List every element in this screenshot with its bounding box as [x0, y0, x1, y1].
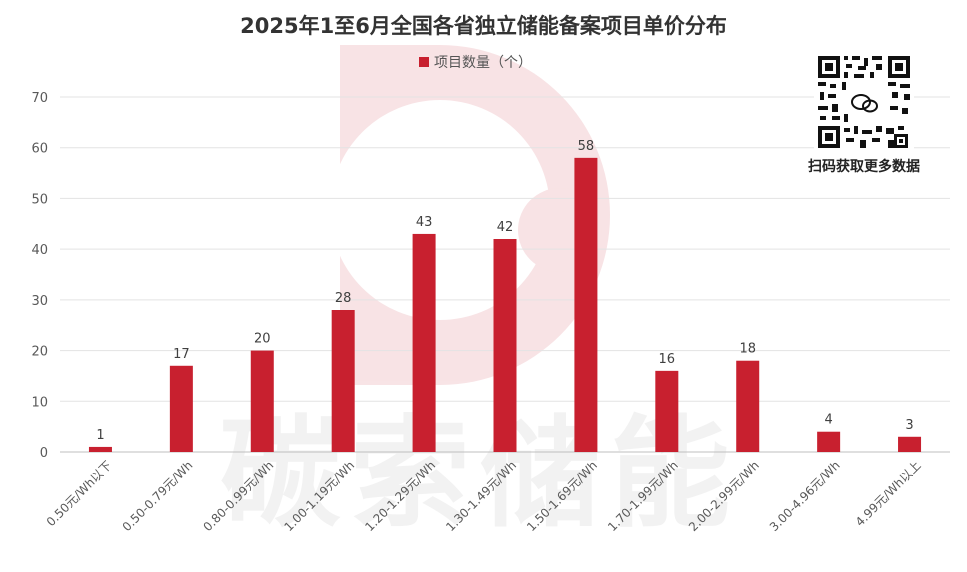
- y-tick-label: 30: [31, 294, 48, 309]
- watermark-text: 碳索储能: [220, 405, 740, 544]
- data-label: 16: [659, 352, 676, 367]
- x-tick-label: 0.50元/Wh以下: [44, 458, 115, 529]
- legend: 项目数量（个）: [419, 55, 532, 71]
- x-tick-label: 4.99元/Wh以上: [853, 458, 924, 529]
- bar: [493, 239, 517, 452]
- x-tick-label: 3.00-4.96元/Wh: [767, 458, 843, 534]
- bar: [817, 431, 841, 452]
- bar: [169, 365, 193, 452]
- x-tick-label: 0.50-0.79元/Wh: [120, 458, 196, 534]
- data-label: 28: [335, 291, 352, 306]
- bar: [250, 350, 274, 452]
- chart-title: 2025年1至6月全国各省独立储能备案项目单价分布: [240, 14, 727, 38]
- y-tick-label: 70: [31, 91, 48, 106]
- y-tick-label: 20: [31, 345, 48, 360]
- data-label: 42: [497, 220, 514, 235]
- watermark-logo: [330, 45, 610, 385]
- y-tick-label: 10: [31, 395, 48, 410]
- bar: [898, 436, 922, 452]
- bar: [331, 310, 355, 452]
- y-tick-label: 40: [31, 243, 48, 258]
- data-label: 17: [173, 347, 190, 362]
- legend-swatch: [419, 57, 429, 67]
- legend-label: 项目数量（个）: [434, 55, 532, 71]
- bar: [412, 233, 436, 452]
- bar: [574, 157, 598, 452]
- qr-caption: 扫码获取更多数据: [808, 159, 920, 175]
- data-label: 1: [96, 428, 104, 443]
- qr-code-icon: [814, 52, 914, 152]
- y-axis: 0 10 20 30 40 50 60 70: [31, 91, 48, 461]
- bar: [88, 446, 112, 452]
- y-tick-label: 50: [31, 192, 48, 207]
- bar: [736, 360, 760, 452]
- data-label: 20: [254, 332, 271, 347]
- data-label: 3: [905, 418, 913, 433]
- bar-series: [88, 157, 922, 452]
- data-label: 18: [739, 342, 756, 357]
- y-tick-label: 60: [31, 142, 48, 157]
- data-label: 43: [416, 215, 433, 230]
- data-label: 58: [578, 139, 595, 154]
- y-tick-label: 0: [40, 446, 48, 461]
- bar: [655, 370, 679, 452]
- data-label: 4: [824, 413, 832, 428]
